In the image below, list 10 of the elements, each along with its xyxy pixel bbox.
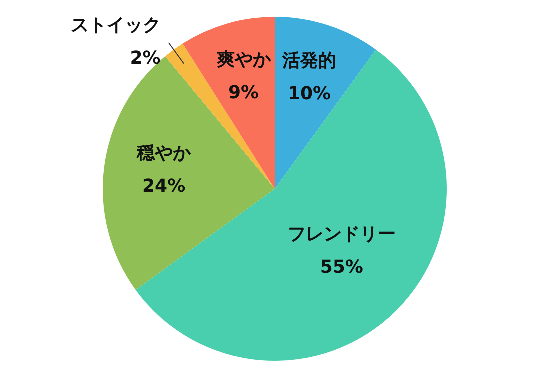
slice-label: フレンドリー — [288, 224, 396, 245]
slice-label: ストイック — [70, 14, 161, 36]
slice-label: 活発的 — [282, 50, 337, 72]
data-label: 9% — [228, 82, 260, 104]
data-label: 55% — [320, 256, 364, 278]
slice-label: 穏やか — [136, 142, 192, 164]
data-label: 24% — [142, 176, 186, 197]
data-label: 10% — [288, 84, 332, 105]
data-label: 2% — [130, 48, 161, 69]
slice-label: 爽やか — [216, 50, 272, 71]
